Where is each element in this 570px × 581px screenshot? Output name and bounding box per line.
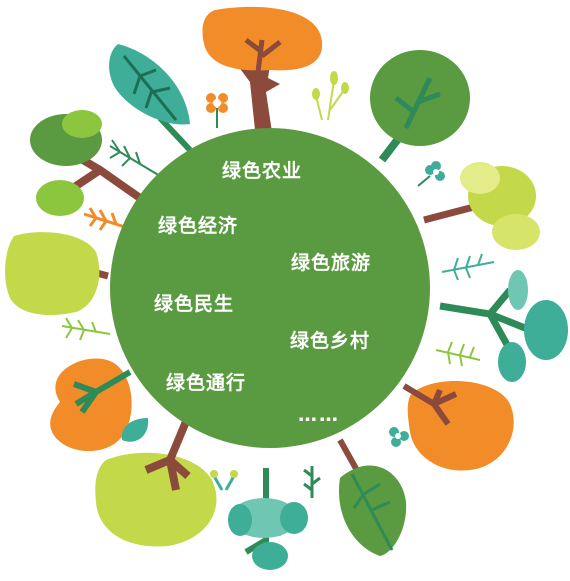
left-lime-tree <box>5 232 109 316</box>
top-orange-tree <box>202 6 323 132</box>
item-green-agriculture: 绿色农业 <box>222 160 303 182</box>
center-circle <box>110 128 430 448</box>
bottom-left-leaf <box>121 418 149 442</box>
item-ellipsis: …… <box>298 404 340 426</box>
right-fern <box>441 253 495 281</box>
item-green-livelihood: 绿色民生 <box>154 293 235 315</box>
right-green-sprig <box>435 341 481 367</box>
bottom-teal-tree <box>228 468 308 570</box>
right-small-flower <box>389 427 409 447</box>
item-green-economy: 绿色经济 <box>158 215 239 237</box>
top-left-leaf-tree <box>109 44 193 153</box>
left-fern <box>109 139 161 177</box>
item-green-transport: 绿色通行 <box>166 372 247 394</box>
right-teal-tree <box>439 270 568 382</box>
wheat-sprig <box>312 71 349 121</box>
bottom-small-plants <box>210 466 321 498</box>
right-orange-tree <box>402 381 514 471</box>
top-right-green-tree <box>370 50 470 163</box>
left-small-green-tree <box>30 110 143 216</box>
left-green-sprig <box>61 317 111 341</box>
item-green-countryside: 绿色乡村 <box>290 330 371 352</box>
bottom-left-lime-tree <box>95 410 217 547</box>
right-lime-tree <box>423 162 540 250</box>
bottom-right-leaf-tree <box>337 438 407 556</box>
orange-flower <box>206 93 228 128</box>
left-orange-sprig <box>83 207 129 231</box>
right-teal-flower <box>417 161 445 187</box>
left-orange-tree <box>50 358 132 452</box>
item-green-tourism: 绿色旅游 <box>291 252 372 274</box>
